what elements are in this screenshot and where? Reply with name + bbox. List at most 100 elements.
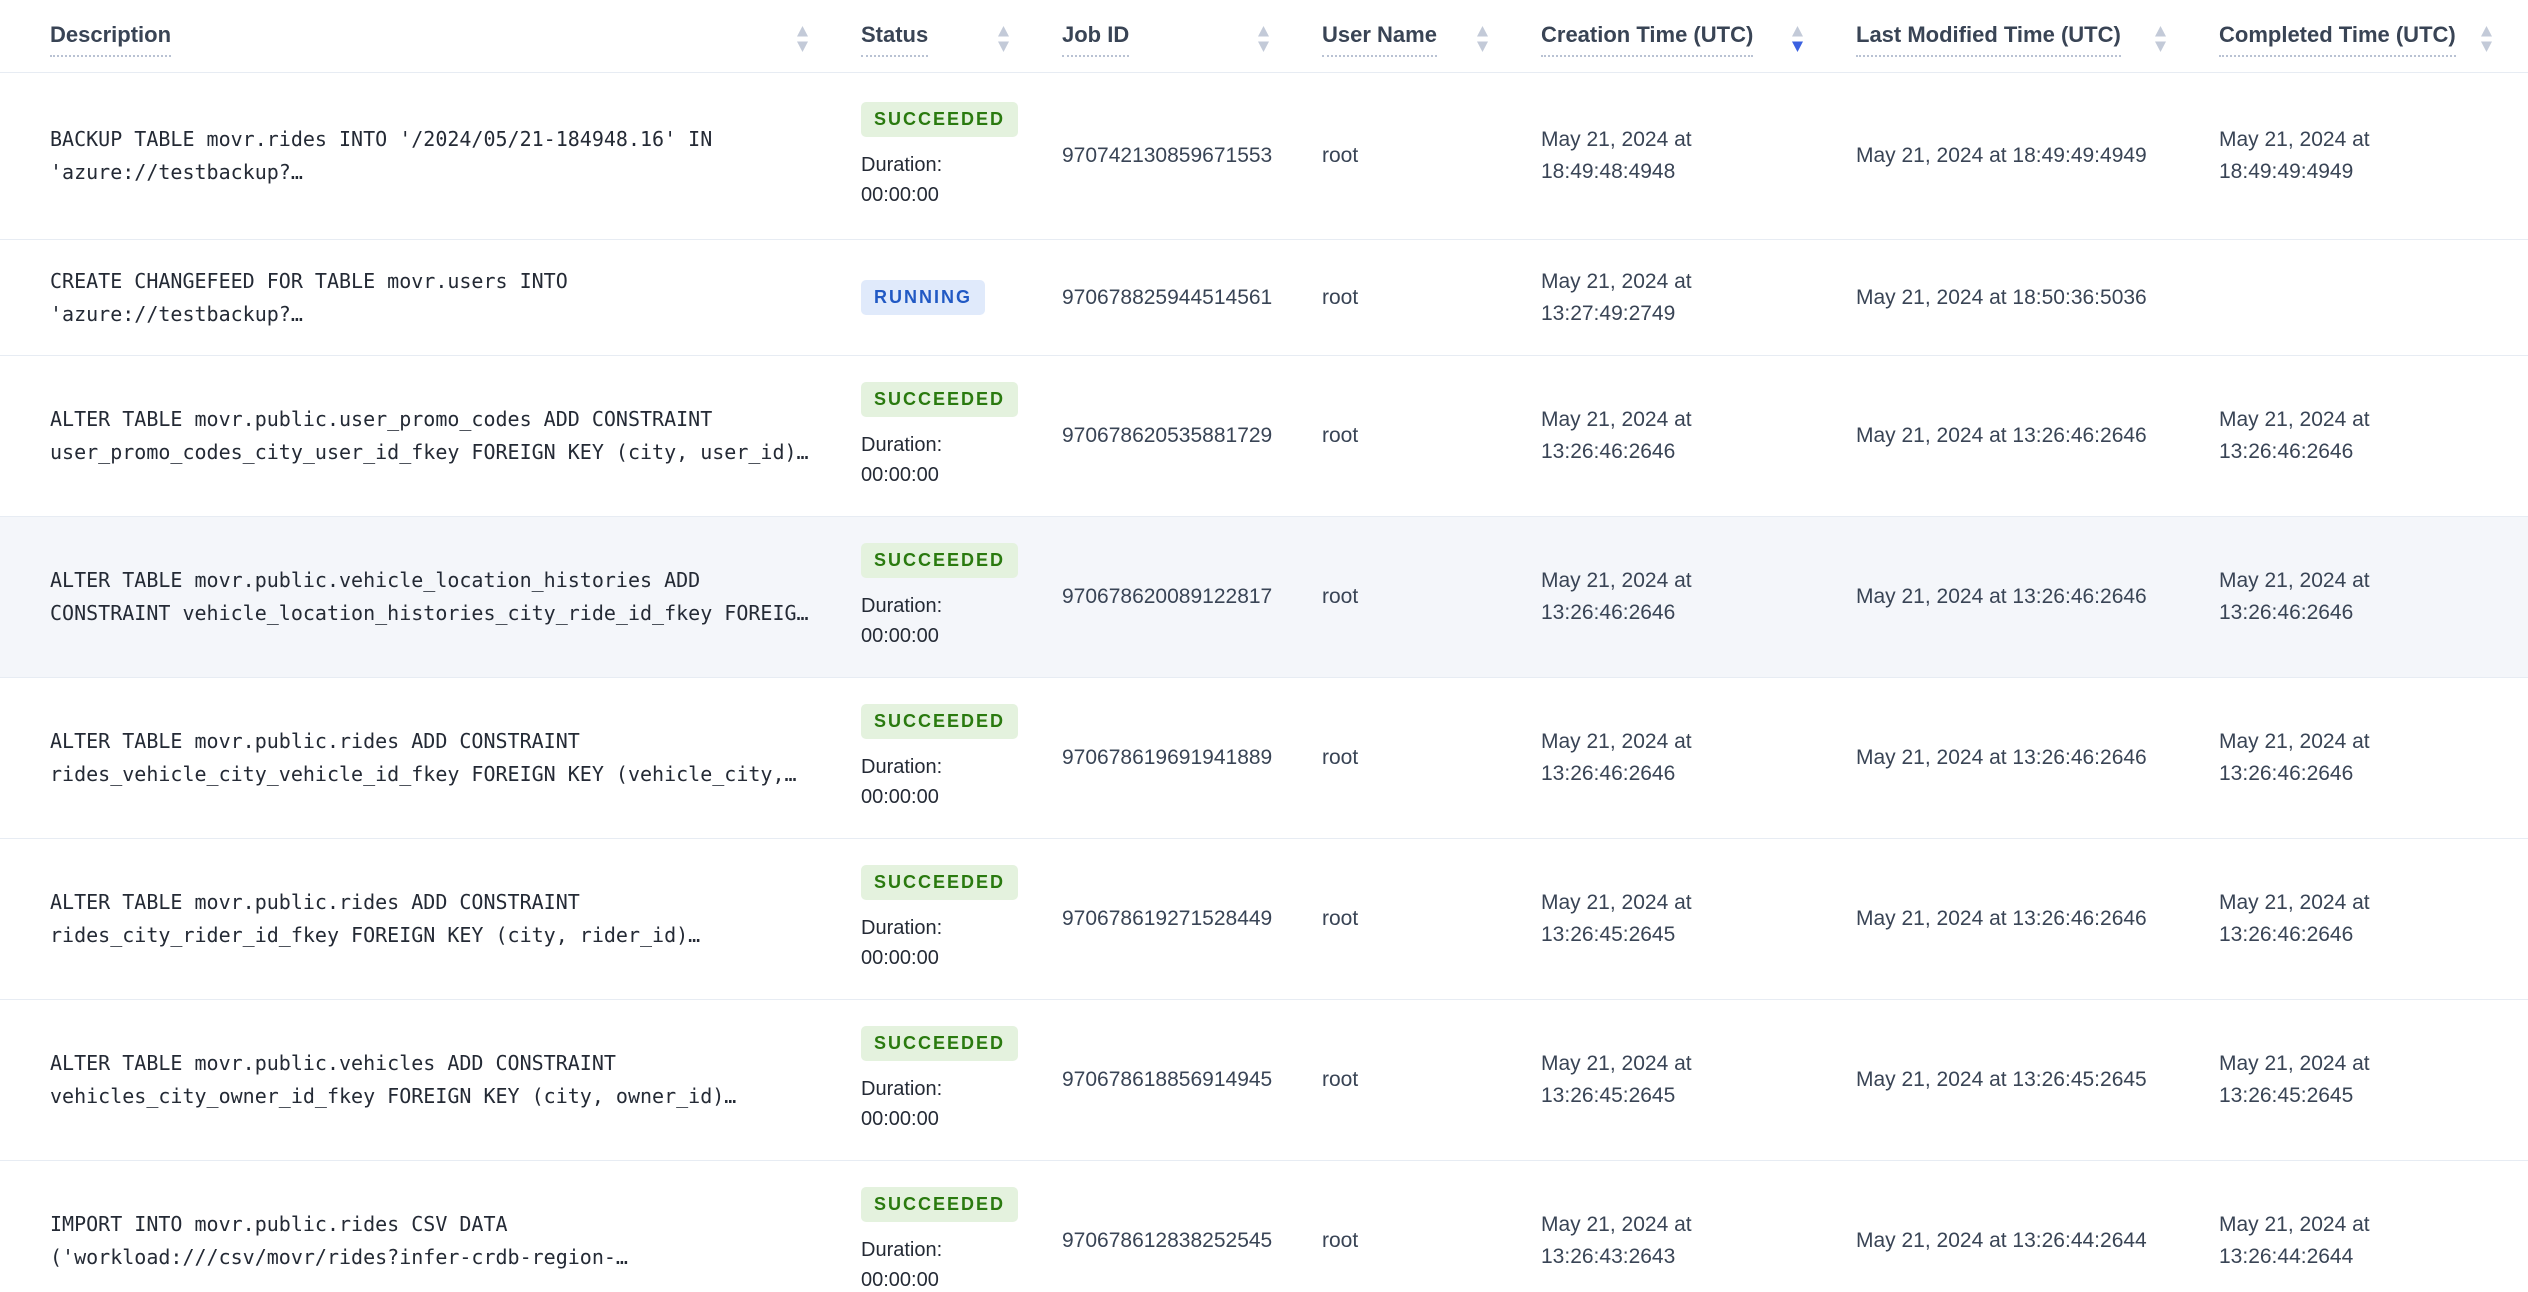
job-id: 970678620535881729	[1062, 424, 1273, 447]
job-description-line: IMPORT INTO movr.public.rides CSV DATA	[50, 1212, 508, 1236]
user-name: root	[1322, 746, 1359, 769]
job-description-link[interactable]: ALTER TABLE movr.public.rides ADD CONSTR…	[0, 886, 861, 952]
table-row: ALTER TABLE movr.public.rides ADD CONSTR…	[0, 839, 2528, 1000]
sort-icon[interactable]	[1257, 25, 1270, 53]
completed-time: May 21, 2024 at 18:49:49:4949	[2219, 124, 2528, 188]
duration-value: 00:00:00	[861, 785, 939, 808]
duration-label: Duration:	[861, 916, 943, 939]
creation-time-value: May 21, 2024 at 13:26:45:2645	[1541, 1052, 1692, 1107]
duration-value: 00:00:00	[861, 183, 939, 206]
sort-icon[interactable]	[997, 25, 1010, 53]
job-description-line: ('workload:///csv/movr/rides?infer-crdb-…	[50, 1245, 628, 1269]
table-row: IMPORT INTO movr.public.rides CSV DATA (…	[0, 1161, 2528, 1292]
column-header-last-modified-time[interactable]: Last Modified Time (UTC)	[1856, 22, 2219, 57]
column-header-label: Last Modified Time (UTC)	[1856, 22, 2121, 57]
column-header-label: Description	[50, 22, 172, 57]
job-description-link[interactable]: IMPORT INTO movr.public.rides CSV DATA (…	[0, 1208, 861, 1274]
creation-time: May 21, 2024 at 18:49:48:4948	[1541, 124, 1856, 188]
last-modified-time: May 21, 2024 at 13:26:44:2644	[1856, 1229, 2147, 1252]
last-modified-time: May 21, 2024 at 18:50:36:5036	[1856, 285, 2147, 309]
creation-time: May 21, 2024 at 13:26:43:2643	[1541, 1209, 1856, 1273]
job-description-line: CONSTRAINT vehicle_location_histories_ci…	[50, 601, 809, 625]
creation-time-value: May 21, 2024 at 13:26:46:2646	[1541, 408, 1692, 463]
column-header-creation-time[interactable]: Creation Time (UTC)	[1541, 22, 1856, 57]
creation-time: May 21, 2024 at 13:27:49:2749	[1541, 266, 1856, 330]
completed-time: May 21, 2024 at 13:26:46:2646	[2219, 726, 2528, 790]
sort-icon[interactable]	[796, 25, 809, 53]
user-name: root	[1322, 907, 1359, 930]
job-description-link[interactable]: ALTER TABLE movr.public.user_promo_codes…	[0, 403, 861, 469]
duration-value: 00:00:00	[861, 946, 939, 969]
job-description-line: 'azure://testbackup?…	[50, 301, 303, 326]
creation-time-value: May 21, 2024 at 13:27:49:2749	[1541, 269, 1692, 325]
sort-icon[interactable]	[2480, 25, 2493, 53]
creation-time-value: May 21, 2024 at 13:26:45:2645	[1541, 891, 1692, 946]
status-badge: SUCCEEDED	[861, 865, 1019, 900]
column-header-job-id[interactable]: Job ID	[1062, 22, 1322, 57]
table-row: ALTER TABLE movr.public.rides ADD CONSTR…	[0, 678, 2528, 839]
duration-label: Duration:	[861, 1077, 943, 1100]
column-header-description[interactable]: Description	[0, 22, 861, 57]
duration-label: Duration:	[861, 153, 943, 176]
duration-label: Duration:	[861, 594, 943, 617]
job-id: 970678612838252545	[1062, 1229, 1273, 1252]
creation-time-value: May 21, 2024 at 18:49:48:4948	[1541, 128, 1692, 183]
completed-time-value: May 21, 2024 at 13:26:46:2646	[2219, 408, 2370, 463]
job-description-link[interactable]: ALTER TABLE movr.public.vehicle_location…	[0, 564, 861, 630]
completed-time-value: May 21, 2024 at 18:49:49:4949	[2219, 128, 2370, 183]
status-badge: SUCCEEDED	[861, 704, 1019, 739]
creation-time: May 21, 2024 at 13:26:45:2645	[1541, 887, 1856, 951]
duration-label: Duration:	[861, 433, 943, 456]
last-modified-time: May 21, 2024 at 13:26:46:2646	[1856, 907, 2147, 930]
job-description-line: ALTER TABLE movr.public.rides ADD CONSTR…	[50, 729, 580, 753]
completed-time-value: May 21, 2024 at 13:26:46:2646	[2219, 730, 2370, 785]
job-id: 970678618856914945	[1062, 1068, 1273, 1091]
column-header-label: Completed Time (UTC)	[2219, 22, 2456, 57]
job-id: 970678620089122817	[1062, 585, 1273, 608]
last-modified-time: May 21, 2024 at 13:26:46:2646	[1856, 585, 2147, 608]
last-modified-time: May 21, 2024 at 13:26:46:2646	[1856, 424, 2147, 447]
job-status-cell: SUCCEEDED Duration: 00:00:00	[861, 1187, 1062, 1292]
job-status-cell: SUCCEEDED Duration: 00:00:00	[861, 382, 1062, 490]
column-header-completed-time[interactable]: Completed Time (UTC)	[2219, 22, 2528, 57]
completed-time: May 21, 2024 at 13:26:46:2646	[2219, 887, 2528, 951]
job-status-cell: RUNNING	[861, 280, 1062, 315]
sort-icon[interactable]	[2154, 25, 2167, 53]
creation-time-value: May 21, 2024 at 13:26:43:2643	[1541, 1213, 1692, 1268]
column-header-user-name[interactable]: User Name	[1322, 22, 1541, 57]
status-badge: SUCCEEDED	[861, 543, 1019, 578]
job-description-link[interactable]: BACKUP TABLE movr.rides INTO '/2024/05/2…	[0, 123, 861, 189]
job-description-line: 'azure://testbackup?…	[50, 160, 303, 184]
duration-value: 00:00:00	[861, 1107, 939, 1130]
duration-label: Duration:	[861, 1238, 943, 1261]
table-row: ALTER TABLE movr.public.user_promo_codes…	[0, 356, 2528, 517]
job-description-link[interactable]: ALTER TABLE movr.public.rides ADD CONSTR…	[0, 725, 861, 791]
job-description-line: BACKUP TABLE movr.rides INTO '/2024/05/2…	[50, 127, 713, 151]
sort-icon[interactable]	[1791, 25, 1804, 53]
column-header-label: User Name	[1322, 22, 1437, 57]
job-status-cell: SUCCEEDED Duration: 00:00:00	[861, 102, 1062, 210]
last-modified-time: May 21, 2024 at 18:49:49:4949	[1856, 144, 2147, 167]
user-name: root	[1322, 585, 1359, 608]
job-description-line: ALTER TABLE movr.public.vehicle_location…	[50, 568, 701, 592]
column-header-label: Job ID	[1062, 22, 1130, 57]
column-header-label: Creation Time (UTC)	[1541, 22, 1754, 57]
job-description-link[interactable]: CREATE CHANGEFEED FOR TABLE movr.users I…	[0, 265, 861, 331]
status-badge: SUCCEEDED	[861, 1187, 1019, 1222]
table-row: ALTER TABLE movr.public.vehicle_location…	[0, 517, 2528, 678]
column-header-status[interactable]: Status	[861, 22, 1062, 57]
completed-time: May 21, 2024 at 13:26:45:2645	[2219, 1048, 2528, 1112]
user-name: root	[1322, 1068, 1359, 1091]
completed-time: May 21, 2024 at 13:26:46:2646	[2219, 565, 2528, 629]
sort-icon[interactable]	[1476, 25, 1489, 53]
completed-time-value: May 21, 2024 at 13:26:45:2645	[2219, 1052, 2370, 1107]
job-description-link[interactable]: ALTER TABLE movr.public.vehicles ADD CON…	[0, 1047, 861, 1113]
status-badge: SUCCEEDED	[861, 1026, 1019, 1061]
creation-time: May 21, 2024 at 13:26:46:2646	[1541, 404, 1856, 468]
job-status-cell: SUCCEEDED Duration: 00:00:00	[861, 1026, 1062, 1134]
completed-time: May 21, 2024 at 13:26:44:2644	[2219, 1209, 2528, 1273]
completed-time-value: May 21, 2024 at 13:26:44:2644	[2219, 1213, 2370, 1268]
job-id: 970678825944514561	[1062, 285, 1273, 309]
job-description-line: vehicles_city_owner_id_fkey FOREIGN KEY …	[50, 1084, 737, 1108]
